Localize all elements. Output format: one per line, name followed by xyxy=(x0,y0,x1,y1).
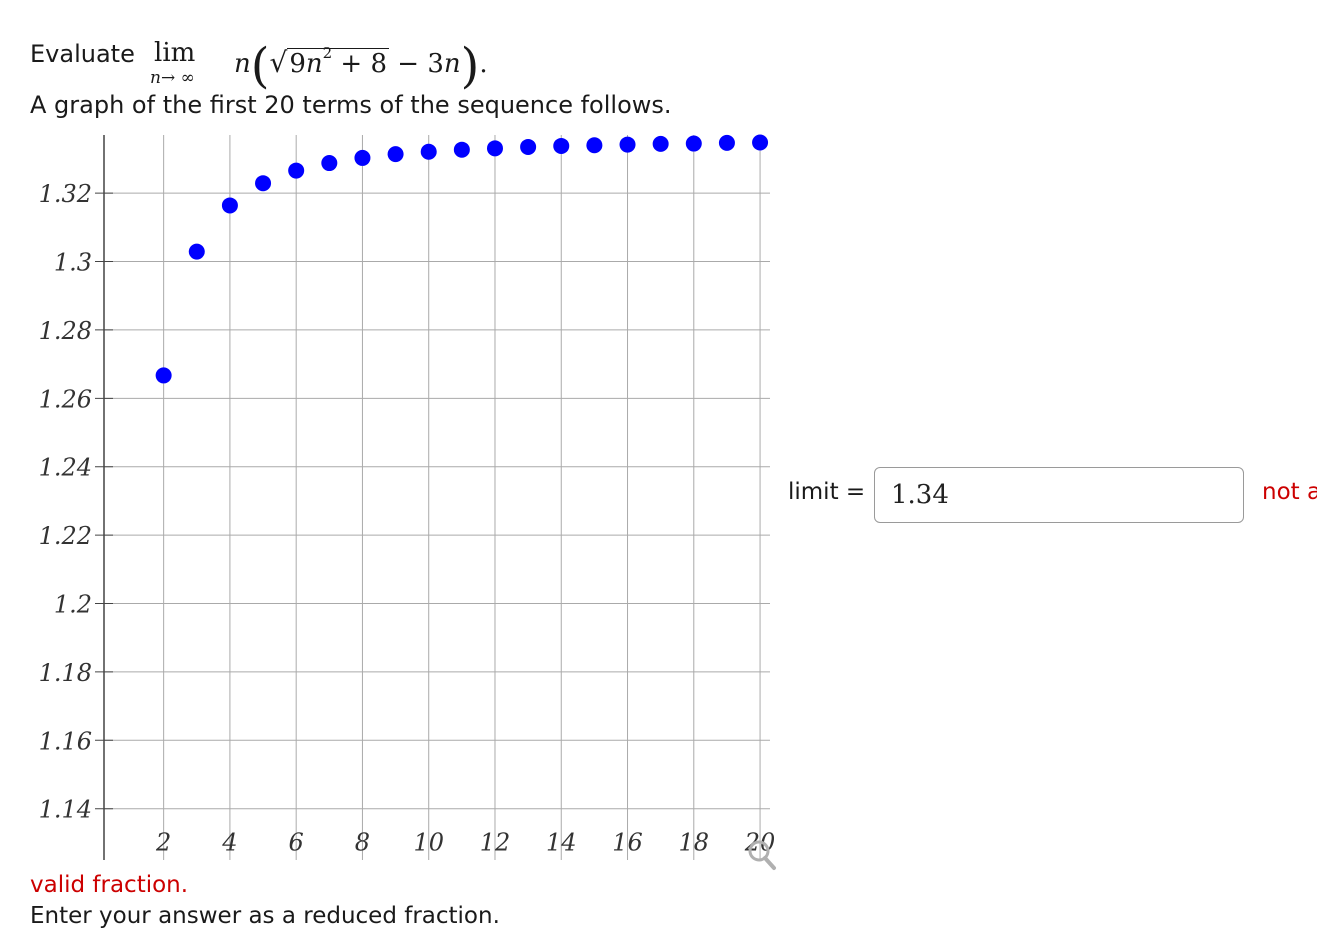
x-tick-labels: 2 4 6 8 10 12 14 16 18 20 xyxy=(155,829,775,857)
sqrt-sign: √ xyxy=(269,46,288,79)
data-point xyxy=(387,146,404,163)
data-point xyxy=(221,197,238,214)
right-paren: ) xyxy=(460,38,480,94)
data-point xyxy=(453,141,470,158)
limit-operator: lim xyxy=(154,38,196,68)
radicand: 9n2 + 8 xyxy=(287,44,390,79)
period: . xyxy=(479,49,488,79)
radicand-coef: 9 xyxy=(289,49,306,79)
data-point xyxy=(486,140,503,157)
limit-expression: n(√9n2 + 8 − 3n). xyxy=(234,38,488,94)
y-tick-label: 1.26 xyxy=(39,385,92,413)
limit-label: limit = xyxy=(788,479,866,505)
x-tick-label: 16 xyxy=(612,829,643,857)
y-tick-label: 1.24 xyxy=(39,454,92,482)
graph-description: A graph of the first 20 terms of the seq… xyxy=(30,91,672,119)
y-tick-label: 1.28 xyxy=(39,317,92,345)
limit-subscript: n→ ∞ xyxy=(150,68,195,88)
x-tick-label: 14 xyxy=(546,829,577,857)
data-point xyxy=(420,143,437,160)
radicand-rest: + 8 xyxy=(332,49,388,79)
data-point xyxy=(321,155,338,172)
sequence-chart: 1.32 1.3 1.28 1.26 1.24 1.22 1.2 1.18 1.16 1.14 2… xyxy=(39,134,776,870)
y-tick-label: 1.18 xyxy=(39,659,92,687)
radicand-exp: 2 xyxy=(322,44,333,63)
data-point xyxy=(520,138,537,155)
radicand-var: n xyxy=(305,49,323,79)
y-tick-label: 1.2 xyxy=(54,591,92,619)
x-tick-label: 2 xyxy=(155,829,171,857)
minus-var: n xyxy=(443,49,461,79)
data-point xyxy=(288,162,305,179)
data-point xyxy=(752,134,769,151)
y-tick-label: 1.22 xyxy=(39,522,92,550)
data-point xyxy=(155,367,172,384)
n-factor: n xyxy=(234,49,251,79)
limit-input[interactable] xyxy=(874,467,1244,523)
y-tick-label: 1.3 xyxy=(54,249,92,277)
error-message-right: not a xyxy=(1262,479,1317,505)
error-message: valid fraction. xyxy=(30,872,189,898)
data-point xyxy=(354,149,371,166)
magnifier-icon[interactable] xyxy=(748,840,776,870)
x-tick-label: 10 xyxy=(413,829,444,857)
x-tick-label: 18 xyxy=(679,829,710,857)
y-tick-label: 1.14 xyxy=(39,796,92,824)
y-tick-labels: 1.32 1.3 1.28 1.26 1.24 1.22 1.2 1.18 1.16 1.14 xyxy=(39,180,92,824)
x-tick-label: 12 xyxy=(480,829,511,857)
horizontal-gridlines xyxy=(95,192,770,810)
data-point xyxy=(619,136,636,153)
y-tick-label: 1.32 xyxy=(39,180,92,208)
vertical-gridlines xyxy=(163,135,761,860)
data-points xyxy=(155,134,769,384)
data-point xyxy=(188,243,205,260)
x-tick-label: 4 xyxy=(221,829,237,857)
data-point xyxy=(652,135,669,152)
y-tick-label: 1.16 xyxy=(39,727,92,755)
minus-term: − 3 xyxy=(389,49,444,79)
x-tick-label: 8 xyxy=(355,829,370,857)
data-point xyxy=(255,175,272,192)
x-tick-label: 6 xyxy=(289,829,304,857)
data-point xyxy=(553,137,570,154)
left-paren: ( xyxy=(250,38,270,94)
data-point xyxy=(685,135,702,152)
answer-hint: Enter your answer as a reduced fraction. xyxy=(30,903,500,929)
evaluate-word: Evaluate xyxy=(30,40,135,68)
data-point xyxy=(718,134,735,151)
data-point xyxy=(586,137,603,154)
